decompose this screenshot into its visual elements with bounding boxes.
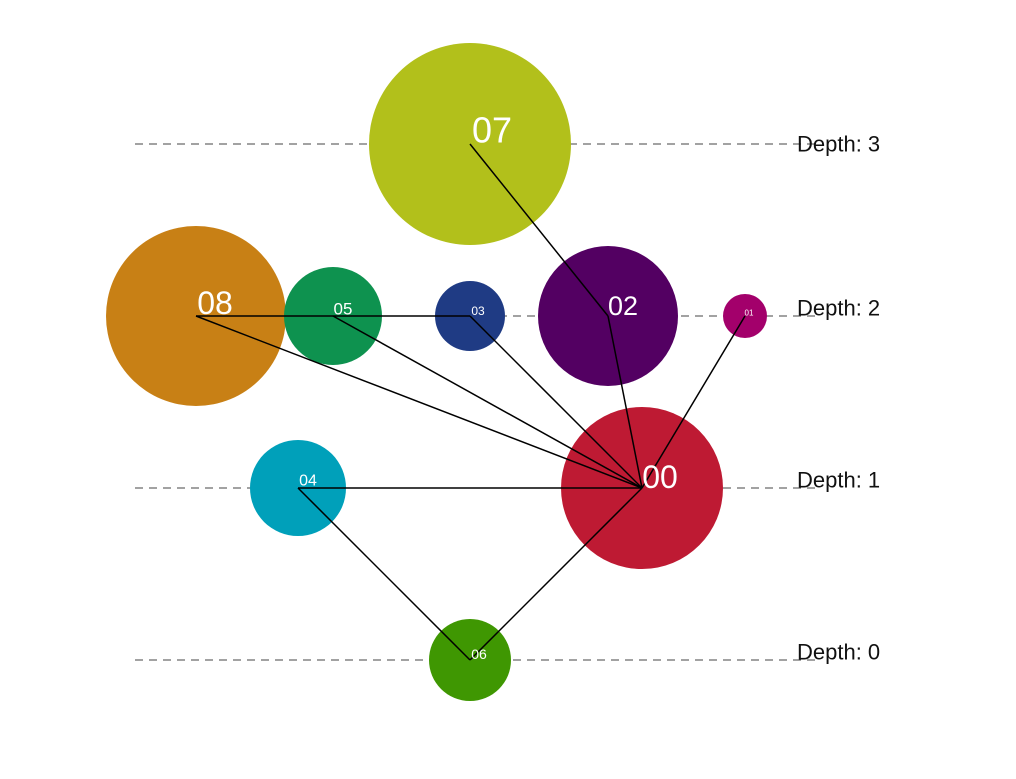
node-07-label: 07 bbox=[472, 110, 512, 151]
edge-00-08 bbox=[195, 315, 643, 489]
depth-1-label: Depth: 1 bbox=[797, 468, 880, 493]
node-00-label: 00 bbox=[642, 459, 678, 495]
edge-00-02 bbox=[607, 315, 643, 489]
edge-00-05 bbox=[332, 315, 643, 489]
depth-2-label: Depth: 2 bbox=[797, 296, 880, 321]
edge-00-01 bbox=[641, 315, 746, 489]
edge-02-07 bbox=[469, 143, 609, 317]
node-01-label: 01 bbox=[745, 309, 754, 318]
edge-04-06 bbox=[297, 487, 471, 661]
node-08-label: 08 bbox=[197, 285, 233, 321]
edges-layer bbox=[195, 143, 746, 661]
nodes-layer bbox=[106, 43, 767, 701]
node-06-label: 06 bbox=[471, 646, 487, 662]
edge-00-06 bbox=[469, 487, 643, 661]
node-05-label: 05 bbox=[334, 300, 353, 319]
edge-00-03 bbox=[469, 315, 643, 489]
depth-0-label: Depth: 0 bbox=[797, 640, 880, 665]
node-03-label: 03 bbox=[471, 304, 485, 318]
node-02-label: 02 bbox=[608, 291, 638, 321]
node-04-label: 04 bbox=[299, 473, 317, 490]
node-labels-layer: 07 08 05 03 02 01 04 00 06 bbox=[197, 110, 754, 663]
depth-3-label: Depth: 3 bbox=[797, 132, 880, 157]
